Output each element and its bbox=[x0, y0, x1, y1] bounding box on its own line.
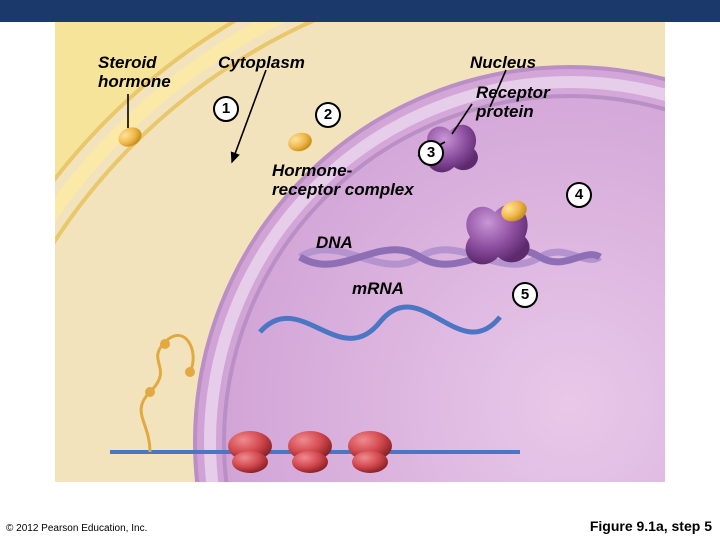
step-1: 1 bbox=[213, 96, 239, 122]
label-hormone-receptor-complex: Hormone-receptor complex bbox=[272, 162, 414, 199]
slide-header-bar bbox=[0, 0, 720, 22]
step-2: 2 bbox=[315, 102, 341, 128]
step-3: 3 bbox=[418, 140, 444, 166]
figure-reference: Figure 9.1a, step 5 bbox=[590, 518, 712, 534]
step-4: 4 bbox=[566, 182, 592, 208]
label-nucleus: Nucleus bbox=[470, 54, 536, 73]
label-mrna: mRNA bbox=[352, 280, 404, 299]
label-cytoplasm: Cytoplasm bbox=[218, 54, 305, 73]
copyright-text: © 2012 Pearson Education, Inc. bbox=[6, 523, 147, 534]
label-receptor-protein: Receptorprotein bbox=[476, 84, 550, 121]
diagram-stage: Steroidhormone Cytoplasm Nucleus Recepto… bbox=[0, 22, 720, 540]
step-5: 5 bbox=[512, 282, 538, 308]
label-steroid-hormone: Steroidhormone bbox=[98, 54, 171, 91]
label-dna: DNA bbox=[316, 234, 353, 253]
